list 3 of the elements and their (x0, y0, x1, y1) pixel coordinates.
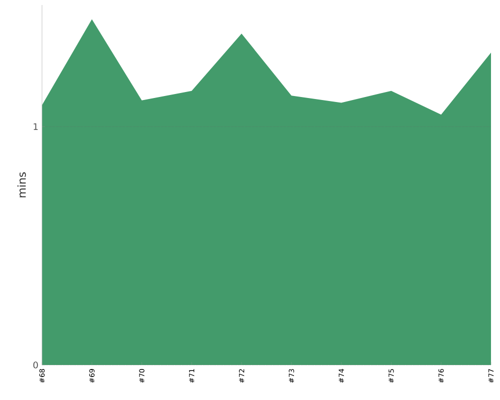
y-tick-label: 1 (34, 123, 38, 130)
y-axis-title: mins (17, 172, 26, 198)
y-tick-label: 0 (33, 362, 38, 368)
